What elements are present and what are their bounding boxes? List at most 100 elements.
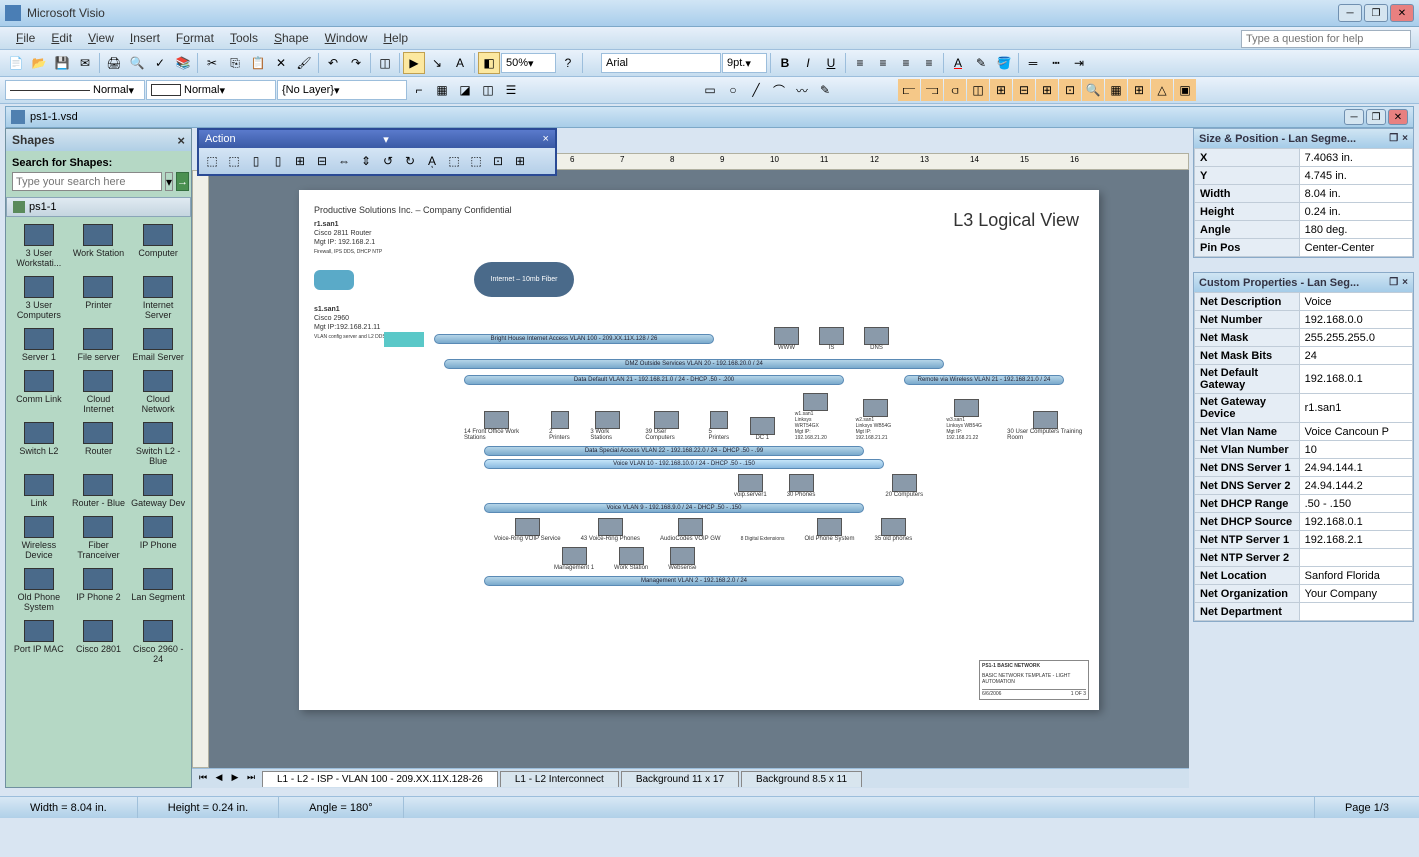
- rotate-right-button[interactable]: ↻: [400, 151, 420, 171]
- flip-v-button[interactable]: ⇕: [356, 151, 376, 171]
- menu-tools[interactable]: Tools: [222, 29, 266, 47]
- align-button[interactable]: ⬚: [444, 151, 464, 171]
- custom-prop-value[interactable]: 24: [1299, 347, 1412, 365]
- group-button[interactable]: ⊞: [290, 151, 310, 171]
- phones35[interactable]: [881, 518, 906, 536]
- printers2[interactable]: [551, 411, 569, 429]
- vlan-remote[interactable]: Remote via Wireless VLAN 21 - 192.168.21…: [904, 375, 1064, 385]
- shape-master[interactable]: Printer: [70, 273, 128, 323]
- align-center-button[interactable]: ≡: [872, 52, 894, 74]
- corner-rounding-button[interactable]: ⌐: [408, 79, 430, 101]
- grid-button[interactable]: ⊞: [1036, 79, 1058, 101]
- prop-width-value[interactable]: 8.04 in.: [1299, 185, 1412, 203]
- next-sheet-button[interactable]: ▶: [228, 772, 242, 786]
- vlan-internet-access[interactable]: Bright House Internet Access VLAN 100 - …: [434, 334, 714, 344]
- help-button[interactable]: ?: [557, 52, 579, 74]
- dns-server[interactable]: [864, 327, 889, 345]
- redo-button[interactable]: ↷: [345, 52, 367, 74]
- prop-pinpos-value[interactable]: Center-Center: [1299, 239, 1412, 257]
- text-tool[interactable]: A: [449, 52, 471, 74]
- custom-prop-value[interactable]: [1299, 549, 1412, 567]
- shape-master[interactable]: Cloud Network: [129, 367, 187, 417]
- size-pos-button[interactable]: ⊞: [990, 79, 1012, 101]
- shape-master[interactable]: Lan Segment: [129, 565, 187, 615]
- layer-combo[interactable]: {No Layer} ▾: [277, 80, 407, 100]
- custom-prop-value[interactable]: 24.94.144.2: [1299, 477, 1412, 495]
- shape-master[interactable]: 3 User Workstati...: [10, 221, 68, 271]
- email-button[interactable]: ✉: [74, 52, 96, 74]
- custom-prop-value[interactable]: 192.168.0.0: [1299, 311, 1412, 329]
- prop-y-value[interactable]: 4.745 in.: [1299, 167, 1412, 185]
- rotate-left-button[interactable]: ↺: [378, 151, 398, 171]
- shape-master[interactable]: Router - Blue: [70, 471, 128, 511]
- copy-button[interactable]: ⎘: [224, 52, 246, 74]
- stencil-tab[interactable]: ps1-1: [6, 197, 191, 217]
- custom-prop-value[interactable]: Voice: [1299, 293, 1412, 311]
- shape-master[interactable]: Cisco 2801: [70, 617, 128, 667]
- prop-angle-value[interactable]: 180 deg.: [1299, 221, 1412, 239]
- transparency-button[interactable]: ◫: [477, 79, 499, 101]
- vlan-data-default[interactable]: Data Default VLAN 21 - 192.168.21.0 / 24…: [464, 375, 844, 385]
- phones30[interactable]: [789, 474, 814, 492]
- shadow-button[interactable]: ◪: [454, 79, 476, 101]
- line-pattern-button[interactable]: ┅: [1045, 52, 1067, 74]
- last-sheet-button[interactable]: ⏭: [244, 772, 258, 786]
- action-header[interactable]: Action ▾ ×: [199, 130, 555, 148]
- prev-sheet-button[interactable]: ◀: [212, 772, 226, 786]
- shape-master[interactable]: IP Phone 2: [70, 565, 128, 615]
- sheet-tab-2[interactable]: L1 - L2 Interconnect: [500, 771, 619, 787]
- custom-prop-value[interactable]: 192.168.0.1: [1299, 365, 1412, 394]
- send-backward-button[interactable]: ▯: [268, 151, 288, 171]
- line-ends-button[interactable]: ⇥: [1068, 52, 1090, 74]
- vlan-dmz[interactable]: DMZ Outside Services VLAN 20 - 192.168.2…: [444, 359, 944, 369]
- minimize-button[interactable]: ─: [1338, 4, 1362, 22]
- dc1[interactable]: [750, 417, 775, 435]
- menu-window[interactable]: Window: [317, 29, 376, 47]
- switch-shape[interactable]: [384, 332, 424, 347]
- layer-props-button[interactable]: ☰: [500, 79, 522, 101]
- custom-prop-value[interactable]: Your Company: [1299, 585, 1412, 603]
- new-button[interactable]: 📄: [5, 52, 27, 74]
- canvas-viewport[interactable]: Productive Solutions Inc. – Company Conf…: [209, 170, 1189, 768]
- ungroup-button[interactable]: ⊟: [312, 151, 332, 171]
- bold-button[interactable]: B: [774, 52, 796, 74]
- old-phone-system[interactable]: [817, 518, 842, 536]
- menu-help[interactable]: Help: [375, 29, 416, 47]
- search-go-button[interactable]: →: [176, 172, 189, 191]
- format-painter-button[interactable]: 🖌: [293, 52, 315, 74]
- shape-master[interactable]: Router: [70, 419, 128, 469]
- doc-minimize-button[interactable]: ─: [1344, 109, 1364, 125]
- menu-edit[interactable]: Edit: [43, 29, 80, 47]
- shape-master[interactable]: Wireless Device: [10, 513, 68, 563]
- printers5[interactable]: [710, 411, 728, 429]
- rotate-text-button[interactable]: Aͅ: [422, 151, 442, 171]
- line-color-button[interactable]: ✎: [970, 52, 992, 74]
- custom-prop-value[interactable]: Sanford Florida: [1299, 567, 1412, 585]
- shapes-close-icon[interactable]: ×: [177, 133, 185, 148]
- first-sheet-button[interactable]: ⏮: [196, 772, 210, 786]
- vlan-data-special[interactable]: Data Special Access VLAN 22 - 192.168.22…: [484, 446, 864, 456]
- dynamic-grid-button[interactable]: ▣: [1174, 79, 1196, 101]
- shape-master[interactable]: 3 User Computers: [10, 273, 68, 323]
- shapes-window-button[interactable]: ◫: [374, 52, 396, 74]
- panel-maximize-icon[interactable]: ❐: [1389, 133, 1398, 144]
- freeform-tool[interactable]: 〰: [791, 79, 813, 101]
- computers20[interactable]: [892, 474, 917, 492]
- custom-prop-value[interactable]: 192.168.2.1: [1299, 531, 1412, 549]
- training-computers[interactable]: [1033, 411, 1058, 429]
- menu-shape[interactable]: Shape: [266, 29, 317, 47]
- panel-close-icon[interactable]: ×: [1402, 133, 1408, 144]
- maximize-button[interactable]: ❐: [1364, 4, 1388, 22]
- w1[interactable]: [803, 393, 828, 411]
- computers39[interactable]: [654, 411, 679, 429]
- voip-server[interactable]: [738, 474, 763, 492]
- glue-button[interactable]: ▦: [1105, 79, 1127, 101]
- front-office[interactable]: [484, 411, 509, 429]
- drawing-tools[interactable]: ◧: [478, 52, 500, 74]
- delete-button[interactable]: ✕: [270, 52, 292, 74]
- phones43[interactable]: [598, 518, 623, 536]
- shape-master[interactable]: Old Phone System: [10, 565, 68, 615]
- fill-pattern-button[interactable]: ▦: [431, 79, 453, 101]
- guides-button[interactable]: ⊡: [1059, 79, 1081, 101]
- custom-prop-value[interactable]: 255.255.255.0: [1299, 329, 1412, 347]
